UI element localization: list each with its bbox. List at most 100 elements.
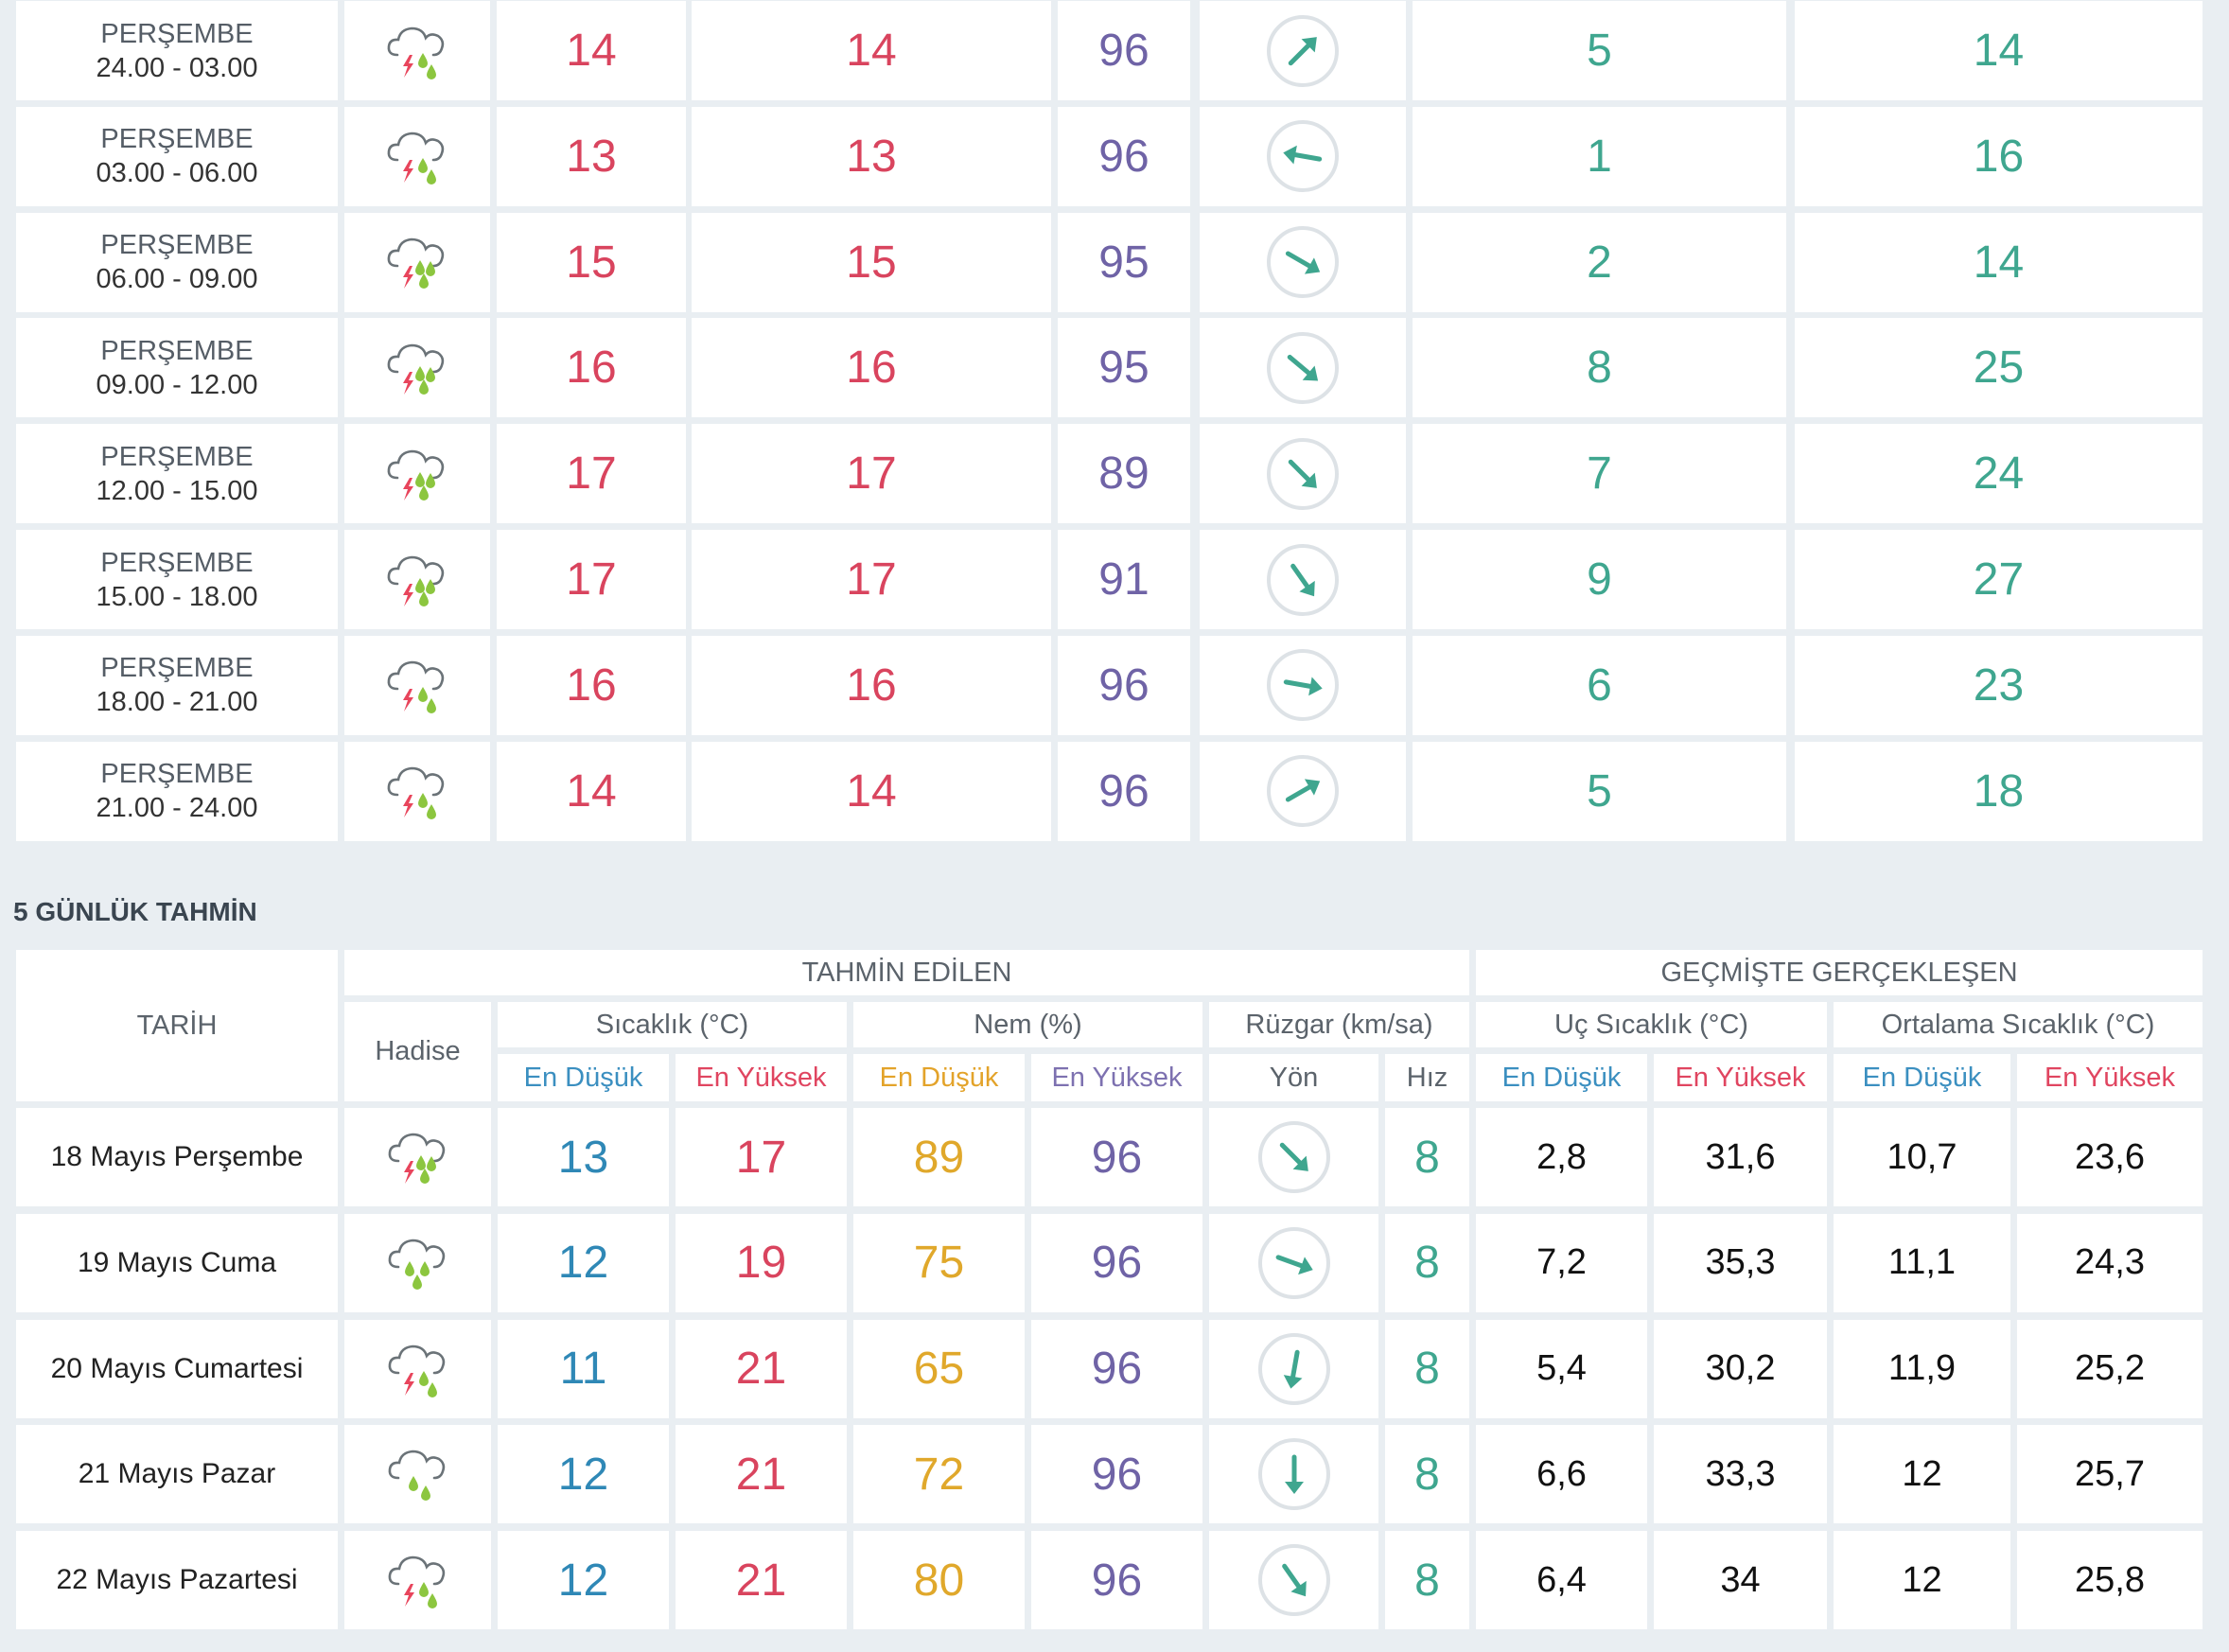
storm-heavy-rain-icon [387,449,445,501]
header-gecmiste-gerceklesen: GEÇMİŞTE GERÇEKLEŞEN [1476,950,2203,995]
wind-direction-icon [1267,226,1339,299]
subheader-uc-en-dusuk: En Düşük [1476,1054,1647,1101]
five-day-temp-min: 11 [498,1319,669,1418]
hourly-feels-like: 17 [692,530,1051,629]
five-day-wind-speed: 8 [1385,1319,1469,1418]
hourly-weather-cell [344,741,490,841]
past-average-min: 11,1 [1834,1213,2010,1312]
hourly-wind-direction-cell [1200,106,1406,206]
subheader-yon: Yön [1209,1054,1378,1101]
hourly-temperature: 13 [497,106,686,206]
hourly-feels-like: 14 [692,741,1051,841]
hourly-wind-direction-cell [1200,1,1406,100]
subheader-ortalama-en-yuksek: En Yüksek [2017,1054,2203,1101]
hourly-time-cell: PERŞEMBE 18.00 - 21.00 [16,635,338,735]
five-day-weather-cell [344,1425,491,1524]
five-day-humidity-max: 96 [1031,1425,1202,1524]
hourly-humidity: 95 [1058,212,1190,312]
hourly-temperature: 14 [497,1,686,100]
hourly-weather-cell [344,106,490,206]
hourly-wind-speed: 1 [1413,106,1786,206]
past-extreme-min: 5,4 [1476,1319,1647,1418]
storm-heavy-rain-icon [387,237,445,290]
five-day-date: 20 Mayıs Cumartesi [16,1319,338,1418]
header-nem: Nem (%) [853,1002,1202,1047]
past-average-max: 25,8 [2017,1531,2203,1630]
hourly-wind-direction-cell [1200,212,1406,312]
header-uc-sicaklik: Uç Sıcaklık (°C) [1476,1002,1827,1047]
wind-direction-icon [1267,437,1339,510]
hourly-gust-speed: 14 [1795,212,2203,312]
five-day-temp-max: 21 [676,1319,847,1418]
five-day-wind-speed: 8 [1385,1425,1469,1524]
time-range: 09.00 - 12.00 [96,369,258,400]
wind-direction-icon [1257,1226,1330,1299]
hourly-feels-like: 16 [692,635,1051,735]
past-extreme-min: 6,6 [1476,1425,1647,1524]
hourly-time-cell: PERŞEMBE 15.00 - 18.00 [16,530,338,629]
five-day-weather-cell [344,1108,491,1206]
five-day-humidity-min: 80 [853,1531,1025,1630]
hourly-weather-cell [344,1,490,100]
hourly-humidity: 96 [1058,106,1190,206]
header-ruzgar: Rüzgar (km/sa) [1209,1002,1469,1047]
header-ortalama-sicaklik: Ortalama Sıcaklık (°C) [1834,1002,2203,1047]
time-range: 18.00 - 21.00 [96,687,258,718]
hourly-gust-speed: 23 [1795,635,2203,735]
five-day-humidity-min: 89 [853,1108,1025,1206]
storm-light-rain-icon [387,766,445,820]
hourly-wind-speed: 5 [1413,741,1786,841]
wind-direction-icon [1267,543,1339,616]
day-name: PERŞEMBE [100,653,254,684]
subheader-ortalama-en-dusuk: En Düşük [1834,1054,2010,1101]
time-range: 21.00 - 24.00 [96,793,258,824]
five-day-temp-min: 13 [498,1108,669,1206]
wind-direction-icon [1257,1544,1330,1617]
past-average-min: 11,9 [1834,1319,2010,1418]
storm-light-rain-icon [388,1555,445,1609]
hourly-feels-like: 14 [692,1,1051,100]
day-name: PERŞEMBE [100,441,254,472]
hourly-weather-cell [344,635,490,735]
hourly-wind-speed: 2 [1413,212,1786,312]
time-range: 03.00 - 06.00 [96,158,258,189]
hourly-time-cell: PERŞEMBE 24.00 - 03.00 [16,1,338,100]
five-day-wind-direction-cell [1209,1108,1378,1206]
hourly-wind-direction-cell [1200,424,1406,524]
hourly-humidity: 96 [1058,635,1190,735]
day-name: PERŞEMBE [100,230,254,261]
hourly-humidity: 95 [1058,318,1190,418]
wind-direction-icon [1257,1332,1330,1405]
wind-direction-icon [1267,649,1339,722]
five-day-temp-min: 12 [498,1531,669,1630]
light-rain-icon [388,1450,445,1502]
subheader-nem-en-yuksek: En Yüksek [1031,1054,1202,1101]
hourly-gust-speed: 14 [1795,1,2203,100]
five-day-wind-speed: 8 [1385,1531,1469,1630]
five-day-section-title: 5 GÜNLÜK TAHMİN [13,897,257,926]
five-day-weather-cell [344,1531,491,1630]
storm-heavy-rain-icon [387,343,445,395]
hourly-humidity: 96 [1058,741,1190,841]
hourly-temperature: 15 [497,212,686,312]
past-average-max: 24,3 [2017,1213,2203,1312]
hourly-wind-direction-cell [1200,530,1406,629]
hourly-feels-like: 16 [692,318,1051,418]
header-sicaklik: Sıcaklık (°C) [498,1002,847,1047]
hourly-time-cell: PERŞEMBE 12.00 - 15.00 [16,424,338,524]
hourly-gust-speed: 24 [1795,424,2203,524]
hourly-wind-speed: 9 [1413,530,1786,629]
subheader-sicaklik-en-dusuk: En Düşük [498,1054,669,1101]
storm-light-rain-icon [387,26,445,79]
five-day-humidity-max: 96 [1031,1531,1202,1630]
past-extreme-min: 7,2 [1476,1213,1647,1312]
past-average-min: 10,7 [1834,1108,2010,1206]
wind-direction-icon [1267,755,1339,828]
hourly-gust-speed: 18 [1795,741,2203,841]
five-day-temp-min: 12 [498,1213,669,1312]
five-day-wind-speed: 8 [1385,1213,1469,1312]
past-extreme-max: 35,3 [1654,1213,1827,1312]
wind-direction-icon [1267,331,1339,404]
day-name: PERŞEMBE [100,759,254,790]
five-day-temp-max: 17 [676,1108,847,1206]
